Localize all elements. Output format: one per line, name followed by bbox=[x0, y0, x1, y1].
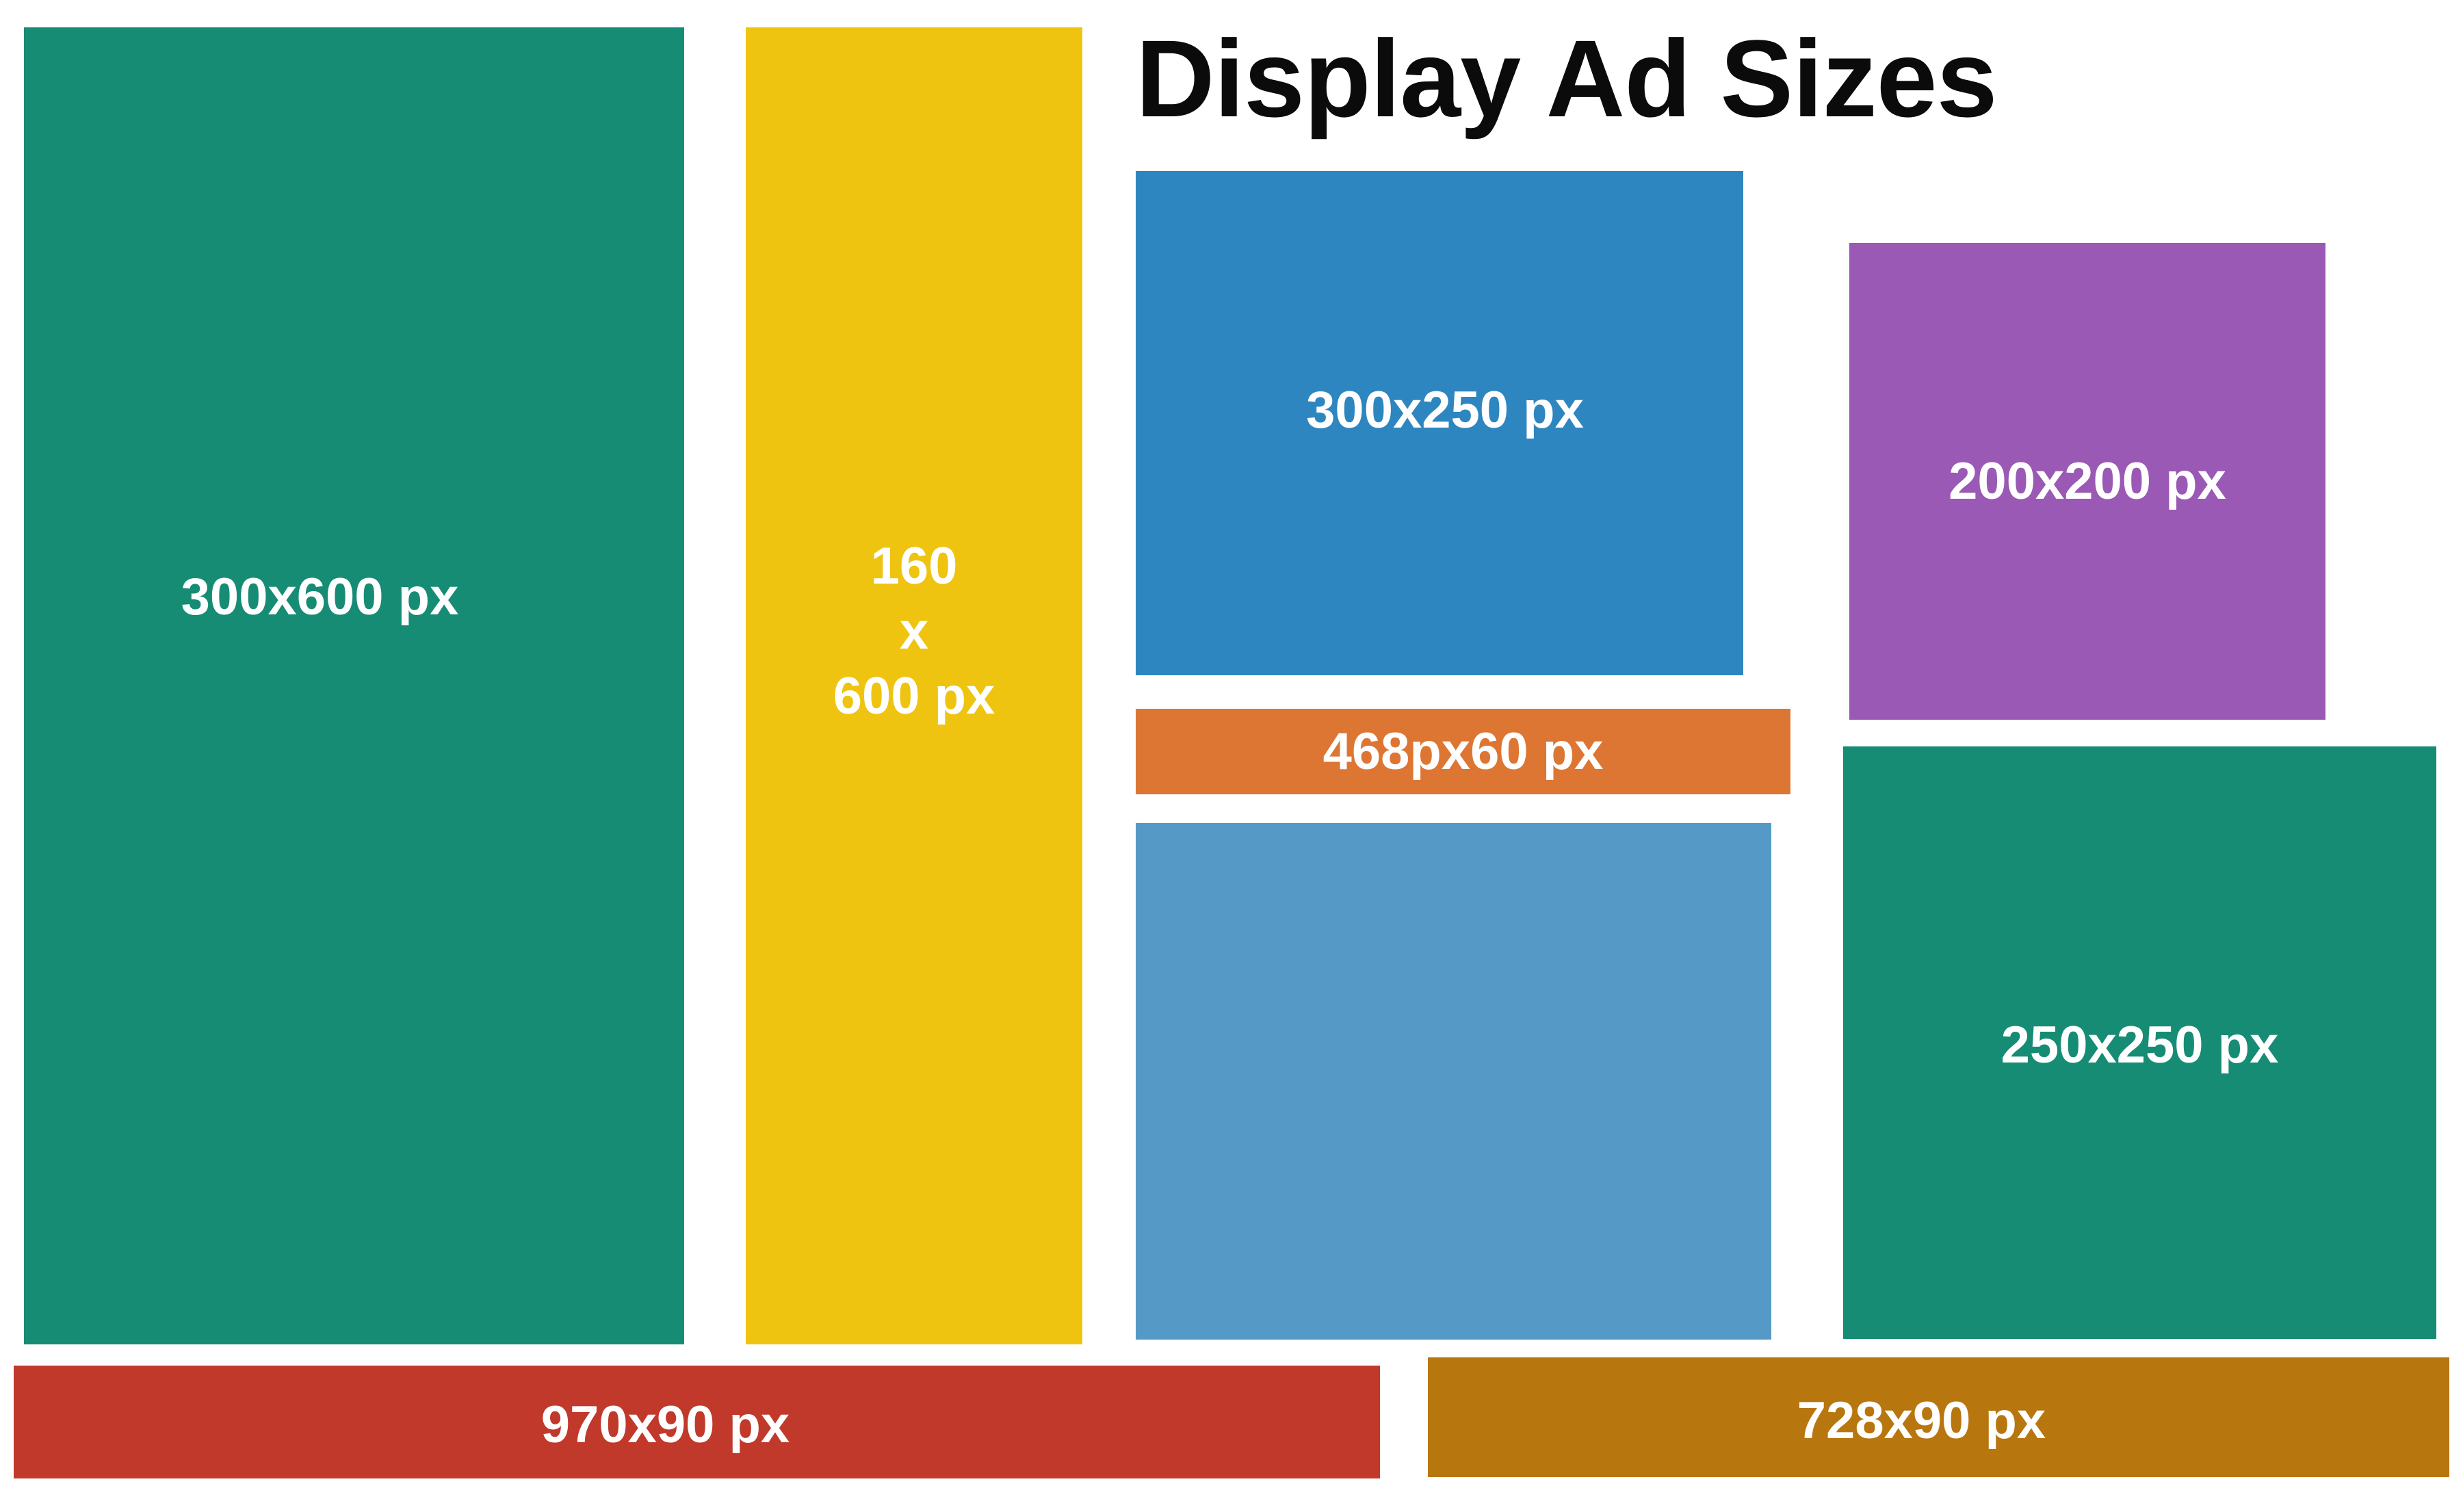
ad-label-300x600: 300x600 px bbox=[181, 568, 459, 626]
ad-block-728x90: 728x90 px bbox=[1428, 1357, 2449, 1477]
ad-label-468x60: 468px60 px bbox=[1322, 722, 1604, 781]
ad-block-250x250: 250x250 px bbox=[1843, 746, 2436, 1339]
ad-block-200x200: 200x200 px bbox=[1849, 243, 2325, 720]
ad-label-160x600-line-1: 160 bbox=[870, 537, 958, 595]
ad-label-160x600-line-3: 600 px bbox=[833, 667, 995, 725]
ad-block-970x90: 970x90 px bbox=[14, 1366, 1380, 1478]
ad-block-160x600: 160 x 600 px bbox=[746, 27, 1082, 1344]
ad-block-300x600: 300x600 px bbox=[24, 27, 684, 1344]
ad-block-468x60: 468px60 px bbox=[1136, 709, 1790, 794]
page-title: Display Ad Sizes bbox=[1136, 17, 1998, 140]
ad-label-200x200: 200x200 px bbox=[1949, 452, 2226, 510]
ad-block-unlabeled bbox=[1136, 823, 1771, 1340]
ad-label-300x250: 300x250 px bbox=[1306, 381, 1584, 439]
ad-label-250x250: 250x250 px bbox=[2001, 1015, 2279, 1074]
ad-label-728x90: 728x90 px bbox=[1797, 1392, 2046, 1450]
ad-label-160x600: 160 x 600 px bbox=[833, 534, 995, 729]
ad-block-300x250: 300x250 px bbox=[1136, 171, 1743, 675]
ad-label-970x90: 970x90 px bbox=[540, 1396, 790, 1454]
ad-label-160x600-line-2: x bbox=[899, 602, 929, 660]
